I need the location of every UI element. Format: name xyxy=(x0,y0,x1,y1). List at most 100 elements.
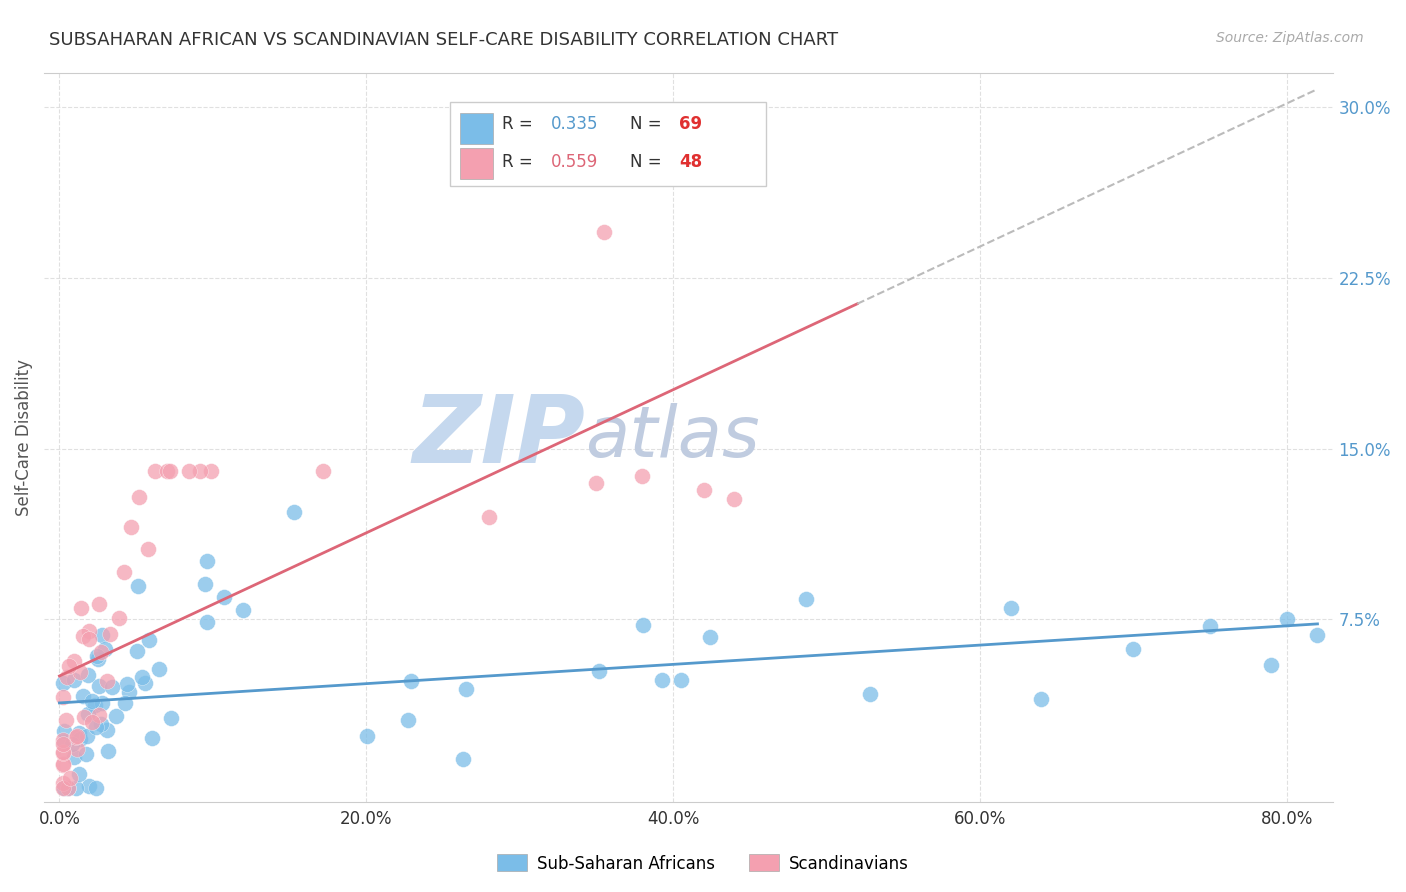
Point xyxy=(69,665,91,680)
Point xyxy=(631,469,654,483)
Point xyxy=(112,565,135,579)
Text: atlas: atlas xyxy=(585,403,761,472)
Point xyxy=(104,708,127,723)
Point xyxy=(82,714,104,729)
Point xyxy=(212,590,235,604)
Point xyxy=(51,690,73,704)
Point xyxy=(283,505,305,519)
Point xyxy=(200,465,222,479)
Point xyxy=(96,673,118,688)
Point xyxy=(311,465,333,479)
Point xyxy=(56,670,79,684)
Point xyxy=(399,674,422,689)
Point xyxy=(669,673,692,687)
Point xyxy=(51,756,73,771)
Point xyxy=(67,767,90,781)
Point xyxy=(159,465,181,479)
Point xyxy=(127,578,149,592)
Point xyxy=(195,553,218,567)
Point xyxy=(72,629,94,643)
Point xyxy=(651,673,673,687)
Point xyxy=(631,617,654,632)
Text: 0.335: 0.335 xyxy=(551,115,598,133)
Point xyxy=(90,645,112,659)
Point xyxy=(66,741,89,756)
Point xyxy=(143,465,166,479)
Text: ZIP: ZIP xyxy=(412,392,585,483)
Point xyxy=(148,662,170,676)
Point xyxy=(63,655,86,669)
Point xyxy=(52,737,75,751)
Point xyxy=(91,628,114,642)
Point xyxy=(91,697,114,711)
Point xyxy=(593,226,616,240)
Text: 0.559: 0.559 xyxy=(551,153,598,171)
Point xyxy=(232,602,254,616)
Point xyxy=(585,475,607,490)
Point xyxy=(120,520,142,534)
Point xyxy=(86,780,108,795)
Point xyxy=(60,738,83,752)
Point xyxy=(65,730,87,744)
Point xyxy=(63,749,86,764)
Point xyxy=(53,780,76,795)
Point xyxy=(1199,619,1222,633)
Point xyxy=(77,706,100,721)
Point xyxy=(75,747,97,761)
Point xyxy=(1260,658,1282,673)
Point xyxy=(82,694,104,708)
Point xyxy=(1275,612,1298,626)
Point xyxy=(1122,642,1144,657)
Point xyxy=(108,611,131,625)
Point xyxy=(51,732,73,747)
Point xyxy=(51,775,73,789)
Point xyxy=(87,651,110,665)
Point xyxy=(194,576,217,591)
Point xyxy=(77,779,100,793)
Point xyxy=(100,680,122,694)
Point xyxy=(97,743,120,757)
Point xyxy=(79,624,101,638)
Point xyxy=(693,483,716,497)
Point xyxy=(94,642,117,657)
Point xyxy=(67,726,90,740)
Point xyxy=(52,724,75,739)
Text: N =: N = xyxy=(630,153,668,171)
Point xyxy=(58,780,80,795)
Point xyxy=(179,465,201,479)
Point xyxy=(478,510,501,524)
Text: R =: R = xyxy=(502,153,537,171)
Point xyxy=(86,648,108,663)
Point xyxy=(156,465,179,479)
Point xyxy=(89,679,111,693)
Point xyxy=(58,659,80,673)
Bar xyxy=(460,113,492,144)
Point xyxy=(723,491,745,506)
Point xyxy=(396,714,419,728)
Point xyxy=(127,644,149,658)
Point xyxy=(76,729,98,743)
Point xyxy=(52,745,75,759)
Point xyxy=(588,664,610,678)
Point xyxy=(72,710,94,724)
Point xyxy=(72,690,94,704)
Point xyxy=(195,615,218,629)
Point xyxy=(51,676,73,690)
Point xyxy=(117,677,139,691)
Point xyxy=(77,632,100,647)
Point xyxy=(114,696,136,710)
Point xyxy=(76,667,98,681)
Point xyxy=(451,752,474,766)
Point xyxy=(118,685,141,699)
Point xyxy=(90,716,112,731)
Text: 48: 48 xyxy=(679,153,703,171)
Text: 69: 69 xyxy=(679,115,703,133)
Point xyxy=(456,682,478,697)
Point xyxy=(188,465,211,479)
Point xyxy=(356,729,378,743)
Point xyxy=(96,723,118,738)
Point xyxy=(98,627,121,641)
Bar xyxy=(460,148,492,178)
Point xyxy=(1306,628,1329,642)
Point xyxy=(51,746,73,760)
